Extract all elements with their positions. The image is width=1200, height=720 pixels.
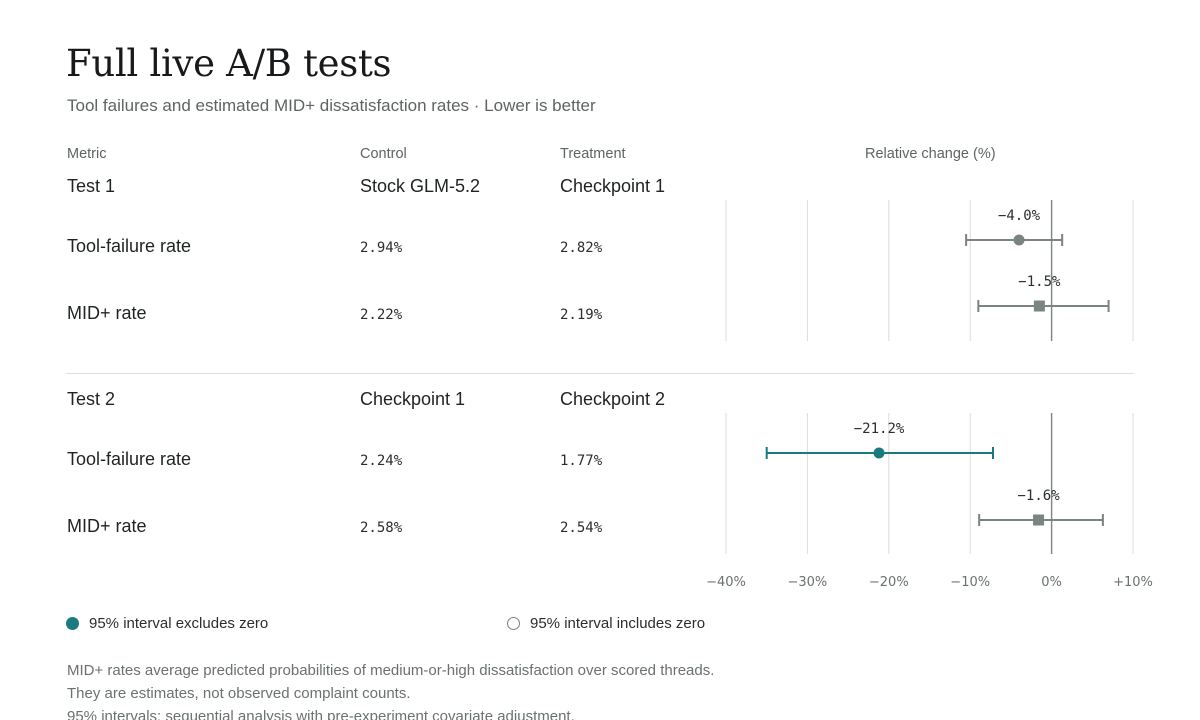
page-subtitle: Tool failures and estimated MID+ dissati… bbox=[67, 96, 596, 115]
group-treatment-name: Checkpoint 2 bbox=[560, 389, 666, 409]
legend-label: 95% interval includes zero bbox=[530, 615, 706, 632]
estimate-label: −1.6% bbox=[1017, 488, 1060, 504]
row-treatment-value: 2.82% bbox=[560, 240, 603, 256]
x-tick-label: −10% bbox=[950, 575, 990, 590]
footnote: 95% intervals: sequential analysis with … bbox=[67, 708, 575, 720]
x-tick-label: 0% bbox=[1041, 575, 1062, 590]
group-control-name: Stock GLM-5.2 bbox=[360, 176, 481, 196]
x-tick-label: −20% bbox=[869, 575, 909, 590]
footnote: MID+ rates average predicted probabiliti… bbox=[67, 662, 715, 679]
row-metric-label: Tool-failure rate bbox=[67, 236, 192, 256]
legend-item-includes-zero: 95% interval includes zero bbox=[507, 615, 705, 632]
point-estimate-dot bbox=[873, 447, 885, 459]
point-estimate-square bbox=[1033, 300, 1045, 312]
row-control-value: 2.22% bbox=[360, 307, 403, 323]
row-treatment-value: 1.77% bbox=[560, 453, 603, 469]
estimate-label: −21.2% bbox=[854, 421, 905, 437]
row-treatment-value: 2.19% bbox=[560, 307, 603, 323]
group-divider bbox=[66, 373, 1134, 374]
footnote: They are estimates, not observed complai… bbox=[67, 685, 411, 702]
column-header-metric: Metric bbox=[67, 146, 107, 162]
x-tick-label: −30% bbox=[788, 575, 828, 590]
x-tick-label: −40% bbox=[706, 575, 746, 590]
legend-label: 95% interval excludes zero bbox=[89, 615, 269, 632]
open-dot-icon bbox=[507, 617, 520, 630]
row-treatment-value: 2.54% bbox=[560, 520, 603, 536]
column-header-relative-change: Relative change (%) bbox=[865, 146, 996, 162]
group-title-test-1: Test 1 bbox=[67, 176, 116, 196]
page-title: Full live A/B tests bbox=[66, 42, 392, 85]
row-control-value: 2.58% bbox=[360, 520, 403, 536]
point-estimate-square bbox=[1033, 514, 1045, 526]
column-header-treatment: Treatment bbox=[560, 146, 626, 162]
row-metric-label: MID+ rate bbox=[67, 516, 147, 536]
legend-item-excludes-zero: 95% interval excludes zero bbox=[66, 615, 268, 632]
filled-dot-icon bbox=[66, 617, 79, 630]
estimate-label: −4.0% bbox=[998, 208, 1041, 224]
estimate-label: −1.5% bbox=[1018, 274, 1061, 290]
point-estimate-dot bbox=[1013, 234, 1025, 246]
group-title-test-2: Test 2 bbox=[67, 389, 116, 409]
group-control-name: Checkpoint 1 bbox=[360, 389, 466, 409]
x-tick-label: +10% bbox=[1113, 575, 1153, 590]
group-treatment-name: Checkpoint 1 bbox=[560, 176, 666, 196]
row-metric-label: Tool-failure rate bbox=[67, 449, 192, 469]
column-header-control: Control bbox=[360, 146, 407, 162]
row-metric-label: MID+ rate bbox=[67, 303, 147, 323]
row-control-value: 2.24% bbox=[360, 453, 403, 469]
row-control-value: 2.94% bbox=[360, 240, 403, 256]
